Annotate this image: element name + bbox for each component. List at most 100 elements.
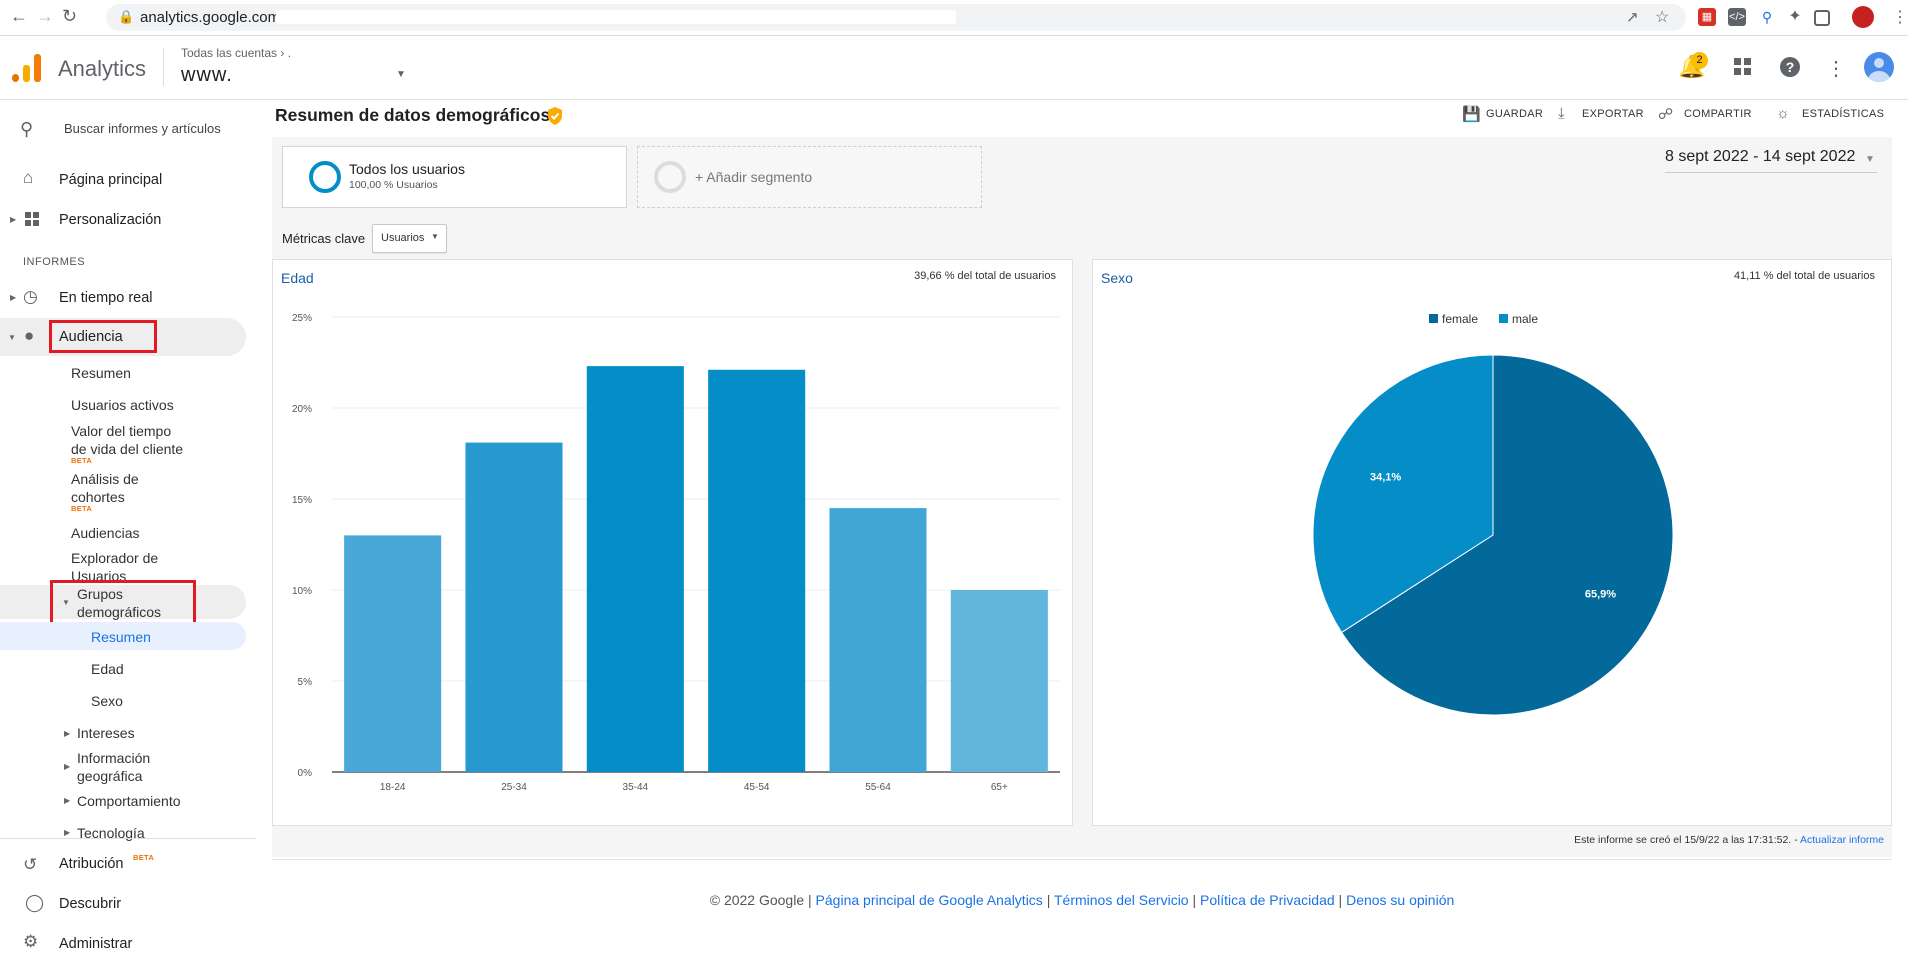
analytics-logo-icon[interactable] (12, 52, 42, 82)
age-bar (950, 590, 1048, 772)
save-button[interactable]: GUARDAR (1486, 108, 1544, 120)
caret-down-icon[interactable]: ▼ (1865, 154, 1875, 165)
sidebar-item-realtime[interactable]: En tiempo real (59, 290, 153, 306)
x-tick-label: 25-34 (501, 782, 527, 793)
extension-code-icon[interactable]: </> (1728, 8, 1746, 26)
report-created-note: Este informe se creó el 15/9/22 a las 17… (1400, 834, 1884, 846)
date-range-underline (1665, 172, 1877, 173)
product-name: Analytics (58, 56, 147, 81)
sidebar-item-home[interactable]: Página principal (59, 172, 163, 188)
sidebar-item-audience-overview[interactable]: Resumen (71, 365, 131, 381)
key-metrics-select[interactable]: Usuarios ▼ (372, 224, 447, 253)
legend-swatch (1429, 314, 1438, 323)
collapse-arrow-icon[interactable]: ▼ (8, 333, 16, 342)
url-text: analytics.google.com/ (140, 9, 285, 26)
back-icon[interactable]: ← (10, 6, 28, 26)
browser-menu-icon[interactable]: ⋮ (1892, 9, 1908, 26)
key-metrics-value: Usuarios (381, 232, 425, 244)
expand-arrow-icon[interactable]: ▶ (10, 215, 17, 224)
refresh-report-link[interactable]: Actualizar informe (1799, 834, 1884, 846)
collapse-arrow-icon[interactable]: ▼ (62, 598, 70, 607)
sidebar-item-discover[interactable]: Descubrir (59, 896, 122, 912)
apps-grid-icon[interactable] (1734, 58, 1752, 76)
notification-count-badge: 2 (1691, 52, 1708, 69)
footer-link-privacy[interactable]: Política de Privacidad (1200, 892, 1335, 908)
sex-pie-chart: 65,9% 34,1% female male (1312, 312, 1674, 716)
sidebar-item-demographics[interactable]: Grupos demográficos (77, 585, 161, 621)
legend-label: female (1442, 312, 1478, 326)
sidebar-item-audience[interactable]: Audiencia (59, 329, 123, 345)
export-button[interactable]: EXPORTAR (1582, 108, 1644, 120)
sidebar-item-label: Explorador de (71, 550, 159, 566)
add-segment-label: + Añadir segmento (695, 169, 813, 185)
expand-arrow-icon[interactable]: ▶ (64, 828, 71, 837)
sidebar-panel-icon[interactable] (1814, 10, 1830, 26)
redacted-url (276, 10, 956, 24)
sidebar-item-behavior[interactable]: Comportamiento (77, 793, 181, 809)
sidebar-item-label: Valor del tiempo (71, 423, 172, 439)
sidebar-item-demographics-overview[interactable]: Resumen (91, 629, 151, 645)
gear-icon: ⚙ (23, 932, 39, 951)
age-panel-title[interactable]: Edad (281, 270, 314, 286)
footer-link-terms[interactable]: Términos del Servicio (1053, 892, 1189, 908)
expand-arrow-icon[interactable]: ▶ (10, 293, 17, 302)
segment-ring-icon (309, 161, 341, 193)
highlight-box-demographics (50, 580, 196, 625)
more-vert-icon[interactable]: ⋮ (1826, 58, 1846, 80)
address-bar[interactable]: 🔒 analytics.google.com/ ↗ ☆ (106, 4, 1686, 31)
key-metrics-label: Métricas clave (282, 231, 366, 246)
footer-link-home[interactable]: Página principal de Google Analytics (815, 892, 1043, 908)
sidebar-item-geo[interactable]: Información geográfica (77, 749, 150, 785)
forward-icon[interactable]: → (36, 6, 54, 26)
share-icon[interactable]: ↗ (1626, 9, 1639, 26)
sidebar-item-label: Análisis de (71, 471, 139, 487)
age-chart-panel: Edad 39,66 % del total de usuarios 0% 5% 1… (272, 259, 1073, 826)
segment-name: Todos los usuarios (349, 161, 465, 177)
sidebar-item-interests[interactable]: Intereses (77, 725, 135, 741)
share-icon: ☍ (1658, 106, 1674, 123)
sidebar-item-label: Grupos (77, 586, 123, 602)
sidebar-item-admin[interactable]: Administrar (59, 936, 133, 952)
sidebar-item-attribution[interactable]: Atribución (59, 856, 124, 872)
add-segment-button[interactable]: + Añadir segmento (637, 146, 982, 208)
sidebar-item-customization[interactable]: Personalización (59, 212, 162, 228)
y-tick-label: 0% (298, 768, 313, 779)
segment-all-users[interactable]: Todos los usuarios 100,00 % Usuarios (282, 146, 627, 208)
reload-icon[interactable]: ↻ (62, 6, 78, 26)
property-selector[interactable]: www. (181, 64, 233, 86)
extension-red-icon[interactable]: ▦ (1698, 8, 1716, 26)
sidebar-item-lifetime-value[interactable]: Valor del tiempo de vida del cliente (71, 422, 183, 458)
clock-icon: ◷ (23, 287, 38, 306)
account-breadcrumb[interactable]: Todas las cuentas › . (181, 46, 291, 60)
expand-arrow-icon[interactable]: ▶ (64, 729, 71, 738)
sidebar-item-technology[interactable]: Tecnología (77, 825, 145, 841)
help-icon[interactable]: ? (1780, 57, 1800, 77)
sidebar-search-input[interactable]: Buscar informes y artículos (64, 121, 221, 136)
sex-panel-title[interactable]: Sexo (1101, 270, 1133, 286)
sidebar-item-gender[interactable]: Sexo (91, 693, 123, 709)
avatar[interactable] (1864, 52, 1894, 82)
sidebar-item-user-explorer[interactable]: Explorador de Usuarios (71, 549, 158, 583)
extension-search-icon[interactable]: ⚲ (1761, 9, 1773, 25)
highlight-box-audience (49, 320, 157, 353)
expand-arrow-icon[interactable]: ▶ (64, 796, 71, 805)
legend-swatch (1499, 314, 1508, 323)
share-button[interactable]: COMPARTIR (1684, 108, 1752, 120)
caret-down-icon[interactable]: ▼ (396, 69, 406, 80)
sidebar-item-audiences[interactable]: Audiencias (71, 525, 140, 541)
x-tick-label: 45-54 (744, 782, 770, 793)
search-icon[interactable]: ⚲ (20, 119, 34, 139)
date-range-picker[interactable]: 8 sept 2022 - 14 sept 2022 (1665, 148, 1856, 165)
extensions-puzzle-icon[interactable]: ✦ (1788, 8, 1802, 25)
expand-arrow-icon[interactable]: ▶ (64, 762, 71, 771)
sidebar-item-cohort-analysis[interactable]: Análisis de cohortes (71, 470, 139, 506)
insights-button[interactable]: ESTADÍSTICAS (1802, 108, 1885, 120)
profile-icon[interactable] (1852, 6, 1874, 28)
footer-link-feedback[interactable]: Denos su opinión (1346, 892, 1455, 908)
pie-slice (1340, 354, 1674, 716)
x-tick-label: 65+ (991, 782, 1008, 793)
sidebar-item-age[interactable]: Edad (91, 661, 124, 677)
page-title: Resumen de datos demográficos (275, 105, 551, 125)
bookmark-star-icon[interactable]: ☆ (1655, 9, 1670, 26)
sidebar-item-active-users[interactable]: Usuarios activos (71, 397, 174, 413)
